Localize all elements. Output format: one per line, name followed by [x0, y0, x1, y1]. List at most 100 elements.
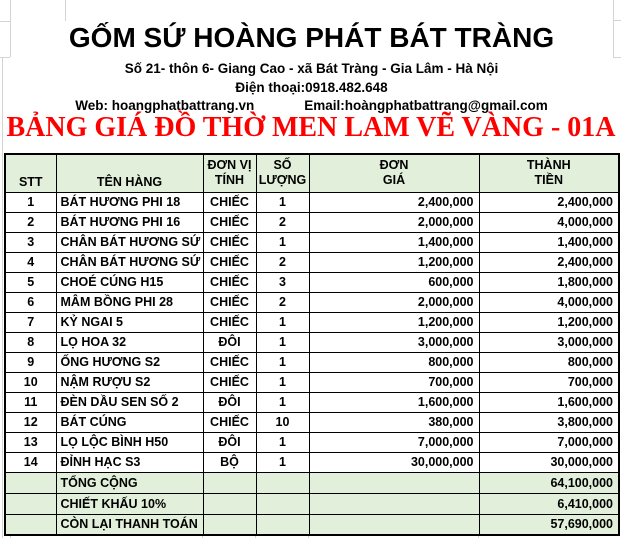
cell-total[interactable]: 3,000,000	[478, 331, 620, 353]
cell-stt[interactable]: 4	[4, 251, 57, 273]
cell-qty[interactable]: 1	[255, 231, 310, 253]
cell-price[interactable]	[308, 471, 480, 494]
cell-price[interactable]: 1,400,000	[308, 231, 480, 253]
cell-total[interactable]: 1,200,000	[478, 311, 620, 333]
cell-stt[interactable]: 2	[4, 211, 57, 233]
cell-summary-value[interactable]: 57,690,000	[478, 513, 620, 536]
cell-qty[interactable]: 1	[255, 451, 310, 473]
cell-stt[interactable]: 10	[4, 371, 57, 393]
cell-price[interactable]	[308, 513, 480, 536]
cell-total[interactable]: 3,800,000	[478, 411, 620, 433]
cell-name[interactable]: ĐÈN DẦU SEN SỐ 2	[55, 391, 204, 413]
cell-price[interactable]: 1,200,000	[308, 251, 480, 273]
cell-total[interactable]: 7,000,000	[478, 431, 620, 453]
cell-qty[interactable]: 1	[255, 191, 310, 213]
cell-qty[interactable]: 1	[255, 431, 310, 453]
cell-price[interactable]: 7,000,000	[308, 431, 480, 453]
cell-total[interactable]: 4,000,000	[478, 291, 620, 313]
cell-qty[interactable]: 2	[255, 211, 310, 233]
cell-price[interactable]: 1,200,000	[308, 311, 480, 333]
cell-qty[interactable]: 1	[255, 371, 310, 393]
column-header-qty[interactable]: SỐ LƯỢNG	[255, 153, 310, 193]
cell-unit[interactable]: CHIẾC	[202, 411, 257, 433]
cell-summary-label[interactable]: CÒN LẠI THANH TOÁN	[55, 513, 204, 536]
cell-stt[interactable]: 12	[4, 411, 57, 433]
cell-name[interactable]: CHOÉ CÚNG H15	[55, 271, 204, 293]
column-header-unit[interactable]: ĐƠN VỊ TÍNH	[202, 153, 257, 193]
cell-price[interactable]: 1,600,000	[308, 391, 480, 413]
cell-unit[interactable]: BỘ	[202, 451, 257, 473]
cell-unit[interactable]: CHIẾC	[202, 231, 257, 253]
cell-unit[interactable]: CHIẾC	[202, 291, 257, 313]
cell-stt[interactable]	[4, 492, 57, 515]
cell-stt[interactable]: 6	[4, 291, 57, 313]
cell-qty[interactable]	[255, 471, 310, 494]
cell-unit[interactable]: ĐÔI	[202, 331, 257, 353]
cell-price[interactable]: 380,000	[308, 411, 480, 433]
cell-unit[interactable]: ĐÔI	[202, 431, 257, 453]
cell-qty[interactable]: 1	[255, 391, 310, 413]
cell-total[interactable]: 1,600,000	[478, 391, 620, 413]
cell-stt[interactable]: 13	[4, 431, 57, 453]
cell-summary-value[interactable]: 6,410,000	[478, 492, 620, 515]
cell-stt[interactable]: 1	[4, 191, 57, 213]
cell-qty[interactable]: 2	[255, 251, 310, 273]
cell-stt[interactable]: 5	[4, 271, 57, 293]
cell-stt[interactable]	[4, 513, 57, 536]
cell-name[interactable]: ỐNG HƯƠNG S2	[55, 351, 204, 373]
cell-total[interactable]: 1,800,000	[478, 271, 620, 293]
cell-name[interactable]: KỶ NGAI 5	[55, 311, 204, 333]
cell-stt[interactable]: 3	[4, 231, 57, 253]
column-header-name[interactable]: TÊN HÀNG	[55, 153, 204, 193]
cell-price[interactable]	[308, 492, 480, 515]
cell-unit[interactable]	[202, 492, 257, 515]
cell-price[interactable]: 2,000,000	[308, 291, 480, 313]
cell-name[interactable]: CHÂN BÁT HƯƠNG SỨ 18	[55, 231, 204, 253]
cell-unit[interactable]: CHIẾC	[202, 371, 257, 393]
column-header-stt[interactable]: STT	[4, 153, 57, 193]
cell-price[interactable]: 600,000	[308, 271, 480, 293]
cell-name[interactable]: LỌ LỘC BÌNH H50	[55, 431, 204, 453]
cell-price[interactable]: 3,000,000	[308, 331, 480, 353]
cell-name[interactable]: BÁT HƯƠNG PHI 18	[55, 191, 204, 213]
cell-total[interactable]: 2,400,000	[478, 251, 620, 273]
cell-unit[interactable]: CHIẾC	[202, 211, 257, 233]
cell-name[interactable]: LỌ HOA 32	[55, 331, 204, 353]
cell-qty[interactable]: 1	[255, 311, 310, 333]
cell-price[interactable]: 30,000,000	[308, 451, 480, 473]
cell-total[interactable]: 1,400,000	[478, 231, 620, 253]
cell-stt[interactable]: 8	[4, 331, 57, 353]
cell-unit[interactable]	[202, 513, 257, 536]
cell-total[interactable]: 4,000,000	[478, 211, 620, 233]
cell-price[interactable]: 700,000	[308, 371, 480, 393]
cell-stt[interactable]: 7	[4, 311, 57, 333]
cell-total[interactable]: 2,400,000	[478, 191, 620, 213]
cell-qty[interactable]: 2	[255, 291, 310, 313]
cell-summary-label[interactable]: CHIẾT KHẤU 10%	[55, 492, 204, 515]
cell-price[interactable]: 800,000	[308, 351, 480, 373]
cell-qty[interactable]: 1	[255, 331, 310, 353]
cell-stt[interactable]	[4, 471, 57, 494]
cell-name[interactable]: NẬM RƯỢU S2	[55, 371, 204, 393]
cell-name[interactable]: MÂM BỒNG PHI 28	[55, 291, 204, 313]
cell-stt[interactable]: 14	[4, 451, 57, 473]
cell-unit[interactable]	[202, 471, 257, 494]
cell-qty[interactable]	[255, 492, 310, 515]
cell-name[interactable]: ĐỈNH HẠC S3	[55, 451, 204, 473]
cell-total[interactable]: 30,000,000	[478, 451, 620, 473]
cell-qty[interactable]: 10	[255, 411, 310, 433]
cell-name[interactable]: BÁT HƯƠNG PHI 16	[55, 211, 204, 233]
column-header-price[interactable]: ĐƠN GIÁ	[308, 153, 480, 193]
cell-name[interactable]: CHÂN BÁT HƯƠNG SỨ 16	[55, 251, 204, 273]
column-header-total[interactable]: THÀNH TIỀN	[478, 153, 620, 193]
cell-summary-label[interactable]: TỔNG CỘNG	[55, 471, 204, 494]
cell-name[interactable]: BÁT CÚNG	[55, 411, 204, 433]
cell-unit[interactable]: CHIẾC	[202, 251, 257, 273]
cell-qty[interactable]: 3	[255, 271, 310, 293]
cell-qty[interactable]: 1	[255, 351, 310, 373]
cell-unit[interactable]: CHIẾC	[202, 351, 257, 373]
cell-unit[interactable]: CHIẾC	[202, 311, 257, 333]
cell-total[interactable]: 700,000	[478, 371, 620, 393]
cell-stt[interactable]: 11	[4, 391, 57, 413]
cell-stt[interactable]: 9	[4, 351, 57, 373]
